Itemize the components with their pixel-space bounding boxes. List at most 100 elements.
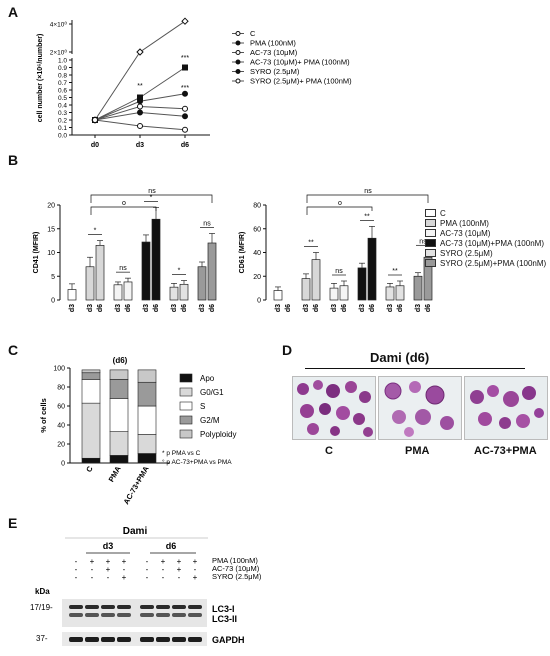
y-tick-label: 0.8 bbox=[58, 73, 67, 80]
data-point bbox=[137, 123, 143, 129]
y-tick-label: 0.1 bbox=[58, 125, 67, 132]
lc3-i-band bbox=[172, 605, 186, 609]
condition-sign: - bbox=[75, 565, 78, 574]
y-tick-label: 2×10⁰ bbox=[50, 49, 68, 57]
legend-marker bbox=[235, 59, 241, 65]
condition-sign: - bbox=[123, 565, 126, 574]
legend-label: Polyploidy bbox=[200, 430, 236, 439]
lc3-ii-band bbox=[140, 613, 154, 617]
legend-label: S bbox=[200, 402, 205, 411]
legend-label: Apo bbox=[200, 374, 215, 383]
x-tick-label: PMA bbox=[107, 464, 123, 483]
condition-sign: - bbox=[162, 573, 165, 582]
bar bbox=[67, 289, 77, 301]
y-tick-label: 0.9 bbox=[58, 65, 67, 72]
legend-label: AC-73 (10μM)+ PMA (100nM) bbox=[250, 58, 350, 67]
blot-title: Dami bbox=[123, 526, 148, 537]
footnote: ° p AC-73+PMA vs PMA bbox=[162, 458, 232, 466]
x-tick-label: d6 bbox=[209, 304, 216, 312]
significance-mark: *** bbox=[181, 85, 189, 92]
y-tick-label: 1.0 bbox=[58, 58, 67, 65]
band-label: LC3-II bbox=[212, 614, 237, 624]
bar bbox=[413, 275, 423, 301]
gapdh-band bbox=[117, 637, 131, 642]
x-tick-label: d3 bbox=[171, 304, 178, 312]
significance-mark: * bbox=[94, 228, 97, 235]
data-point bbox=[182, 64, 188, 71]
lc3-ii-band bbox=[172, 613, 186, 617]
panel-letter-b: B bbox=[8, 152, 19, 168]
timepoint-label: d6 bbox=[166, 541, 177, 551]
bar bbox=[367, 237, 377, 301]
bar bbox=[273, 290, 283, 301]
panel-a-line-chart: 0.00.10.20.30.40.50.60.70.80.91.02×10⁰ 4×… bbox=[37, 17, 352, 149]
condition-sign: + bbox=[177, 557, 182, 566]
data-point bbox=[92, 117, 98, 123]
panel-b-legend: C PMA (100nM) AC-73 (10μM) AC-73 (10μM)+… bbox=[425, 208, 546, 268]
legend-swatch bbox=[179, 415, 193, 425]
micrograph-label-c: C bbox=[325, 445, 333, 457]
micrograph-ac73-pma bbox=[464, 376, 548, 440]
y-tick-label: 20 bbox=[253, 274, 261, 281]
y-tick-label: 0.0 bbox=[58, 133, 67, 140]
y-tick-label: 80 bbox=[57, 385, 65, 392]
gapdh-band bbox=[188, 637, 202, 642]
footnote: * p PMA vs C bbox=[162, 450, 201, 457]
legend-marker bbox=[235, 40, 241, 46]
condition-sign: + bbox=[193, 557, 198, 566]
marker-label: 37- bbox=[36, 634, 48, 643]
condition-sign: - bbox=[146, 573, 149, 582]
significance-mark: * bbox=[178, 268, 181, 275]
legend-swatch bbox=[179, 373, 193, 383]
condition-sign: - bbox=[146, 565, 149, 574]
kda-label: kDa bbox=[35, 587, 50, 596]
condition-label: AC-73 (10μM) bbox=[212, 564, 260, 573]
legend-item: AC-73 (10μM)+PMA (100nM) bbox=[425, 238, 546, 248]
stacked-bar-segment bbox=[81, 369, 101, 374]
significance-mark: ns bbox=[203, 221, 211, 228]
gapdh-band bbox=[69, 637, 83, 642]
significance-mark: *** bbox=[181, 55, 189, 62]
cell-image bbox=[470, 385, 544, 429]
legend-item: SYRO (2.5μM)+PMA (100nM) bbox=[425, 258, 546, 268]
lc3-i-band bbox=[188, 605, 202, 609]
chart-title: (d6) bbox=[113, 356, 128, 365]
panel-letter-c: C bbox=[8, 342, 19, 358]
condition-sign: + bbox=[161, 557, 166, 566]
cell-image bbox=[384, 381, 454, 437]
significance-mark: ** bbox=[392, 268, 398, 275]
significance-mark: ns bbox=[119, 265, 127, 272]
stacked-bar-segment bbox=[81, 457, 101, 464]
data-point bbox=[182, 113, 188, 120]
band-label: GAPDH bbox=[212, 635, 245, 645]
data-point bbox=[137, 109, 143, 116]
stacked-bar-segment bbox=[137, 405, 157, 435]
x-tick-label: d3 bbox=[415, 304, 422, 312]
condition-label: SYRO (2.5μM) bbox=[212, 572, 262, 581]
y-tick-label: 40 bbox=[57, 423, 65, 430]
significance-bracket bbox=[90, 206, 157, 215]
legend-marker bbox=[235, 50, 241, 55]
lc3-ii-band bbox=[69, 613, 83, 617]
timepoint-label: d3 bbox=[103, 541, 114, 551]
y-tick-label: 0 bbox=[51, 298, 55, 305]
stacked-bar-segment bbox=[81, 402, 101, 459]
legend-item: SYRO (2.5μM) bbox=[425, 248, 546, 258]
panel-letter-e: E bbox=[8, 515, 18, 531]
panel-letter-a: A bbox=[8, 4, 19, 20]
gapdh-band bbox=[85, 637, 99, 642]
y-tick-label: 60 bbox=[253, 226, 261, 233]
legend-label: AC-73 (10μM) bbox=[250, 48, 298, 57]
bar bbox=[123, 281, 133, 301]
stacked-bar-segment bbox=[137, 453, 157, 464]
x-tick-label: d3 bbox=[136, 142, 144, 149]
stacked-bar-segment bbox=[109, 379, 129, 399]
legend-marker bbox=[235, 31, 241, 36]
legend-swatch bbox=[179, 429, 193, 439]
marker-label: 17/19- bbox=[30, 603, 53, 612]
data-point bbox=[182, 90, 188, 97]
legend-label: PMA (100nM) bbox=[250, 39, 296, 48]
y-axis-label: CD41 (MFIR) bbox=[33, 232, 40, 274]
lc3-i-band bbox=[101, 605, 115, 609]
lc3-i-band bbox=[69, 605, 83, 609]
